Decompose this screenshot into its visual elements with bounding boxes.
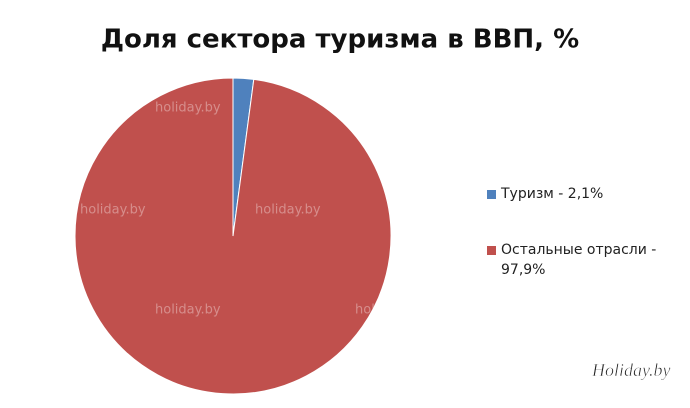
- legend-swatch: [487, 190, 496, 199]
- watermark: holiday.by: [155, 101, 221, 116]
- legend-label: Туризм - 2,1%: [501, 186, 604, 202]
- watermark: holiday.by: [255, 203, 321, 218]
- legend-swatch: [487, 246, 496, 255]
- chart-title: Доля сектора туризма в ВВП, %: [101, 25, 579, 55]
- logo: Holiday.by: [591, 360, 671, 380]
- watermark: holiday.by: [155, 303, 221, 318]
- pie-slice: [74, 77, 392, 395]
- watermark: holiday.by: [80, 203, 146, 218]
- legend-item: Остальные отрасли - 97,9%: [487, 240, 671, 280]
- watermark: holiday.by: [355, 303, 421, 318]
- legend-item: Туризм - 2,1%: [487, 184, 671, 204]
- legend-label: Остальные отрасли - 97,9%: [501, 242, 657, 278]
